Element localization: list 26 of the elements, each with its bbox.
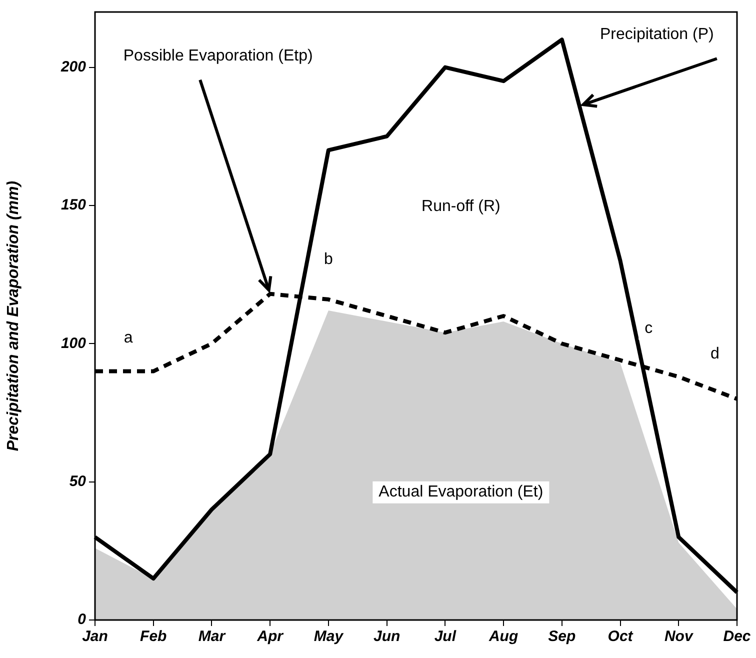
annotation: Precipitation (P) bbox=[600, 26, 714, 44]
x-tick-label: Dec bbox=[723, 628, 752, 646]
annotation: b bbox=[324, 250, 333, 268]
x-tick-label: Jul bbox=[434, 628, 457, 646]
x-tick-label: Mar bbox=[198, 628, 226, 646]
annotation: c bbox=[644, 320, 653, 338]
x-tick-label: Aug bbox=[488, 628, 518, 646]
annotation: Possible Evaporation (Etp) bbox=[123, 47, 313, 64]
y-tick-label: 100 bbox=[60, 334, 87, 352]
x-tick-label: Jan bbox=[82, 628, 108, 646]
annotation: Run-off (R) bbox=[422, 198, 500, 215]
annotation: d bbox=[710, 345, 720, 362]
x-tick-label: May bbox=[314, 628, 344, 646]
y-tick-label: 50 bbox=[69, 472, 87, 490]
x-tick-label: Oct bbox=[608, 628, 634, 646]
annotation: Actual Evaporation (Et) bbox=[378, 484, 544, 501]
annotation: a bbox=[124, 330, 133, 347]
x-tick-label: Nov bbox=[664, 628, 694, 646]
y-tick-label: 200 bbox=[60, 58, 87, 76]
y-tick-label: 0 bbox=[78, 611, 87, 628]
x-tick-label: Feb bbox=[140, 628, 167, 646]
x-tick-label: Sep bbox=[548, 628, 576, 646]
y-tick-label: 150 bbox=[60, 196, 87, 214]
y-axis-title: Precipitation and Evaporation (mm) bbox=[5, 180, 22, 452]
x-tick-label: Apr bbox=[256, 628, 284, 646]
x-tick-label: Jun bbox=[373, 628, 400, 646]
